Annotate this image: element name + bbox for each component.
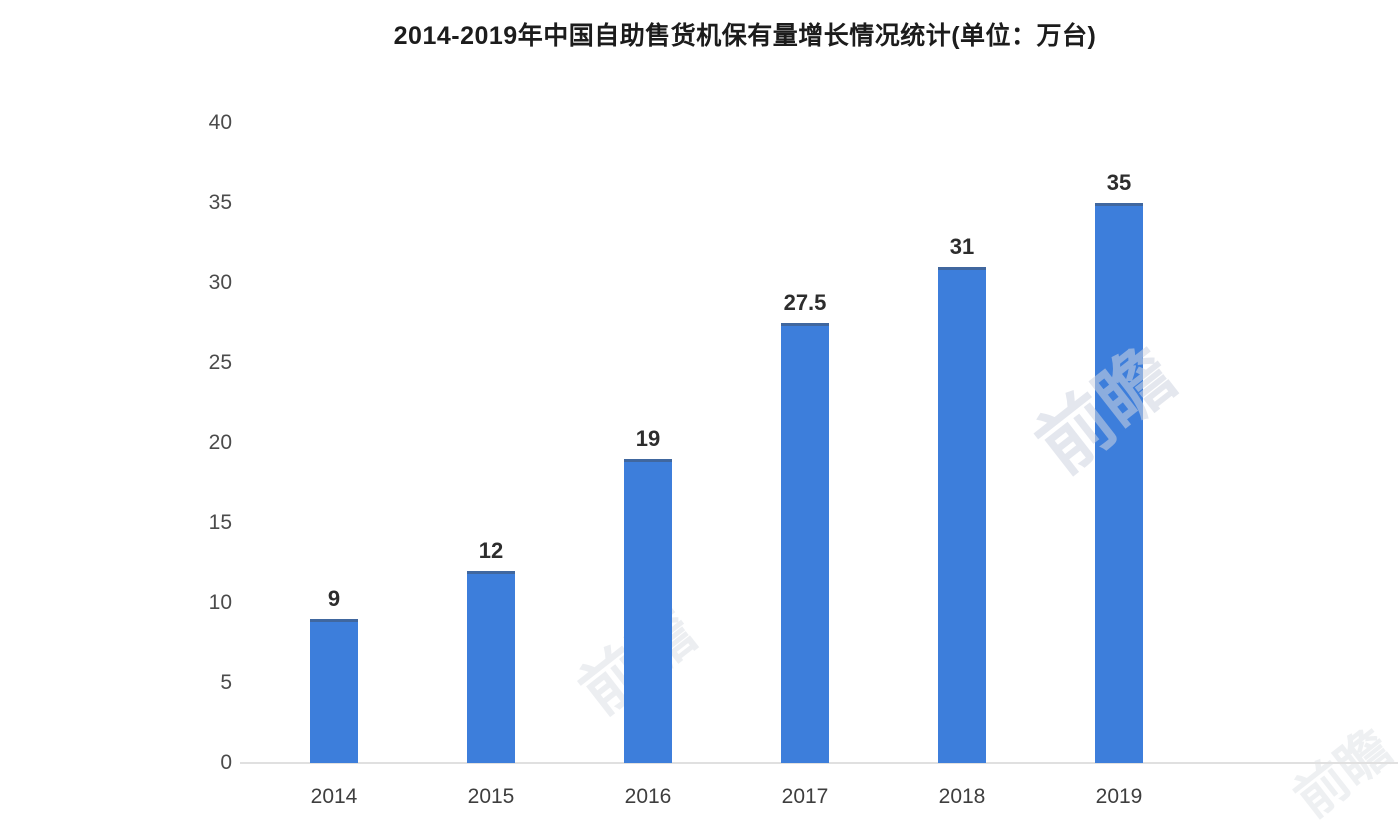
x-axis-label-2014: 2014 [310,785,358,808]
x-axis-label-2017: 2017 [781,785,829,808]
bar-2017 [781,323,829,763]
y-axis-tick-label-5: 5 [220,671,232,694]
y-axis-tick-label-30: 30 [208,271,232,294]
y-axis-tick-label-0: 0 [220,751,232,774]
x-axis-label-2015: 2015 [467,785,515,808]
watermark-text: 前瞻 [1284,718,1400,829]
bar-value-label-2015: 12 [478,538,504,563]
bar-2015 [467,571,515,763]
y-axis-tick-label-35: 35 [208,191,232,214]
bar-value-label-2016: 19 [635,426,661,451]
x-axis-label-2019: 2019 [1095,785,1143,808]
bar-2019 [1095,203,1143,763]
bar-2018 [938,267,986,763]
chart-title: 2014-2019年中国自助售货机保有量增长情况统计(单位：万台) [393,22,1097,50]
bar-2016 [624,459,672,763]
x-axis-label-2016: 2016 [624,785,672,808]
bar-value-label-2014: 9 [327,586,341,611]
y-axis-tick-label-10: 10 [208,591,232,614]
bar-value-label-2019: 35 [1106,170,1132,195]
bar-2014 [310,619,358,763]
y-axis-tick-label-20: 20 [208,431,232,454]
bar-value-label-2017: 27.5 [783,290,827,315]
x-axis-line [240,762,1398,764]
x-axis-label-2018: 2018 [938,785,986,808]
y-axis-tick-label-15: 15 [208,511,232,534]
bar-value-label-2018: 31 [949,234,975,259]
y-axis-tick-label-40: 40 [208,111,232,134]
y-axis-tick-label-25: 25 [208,351,232,374]
